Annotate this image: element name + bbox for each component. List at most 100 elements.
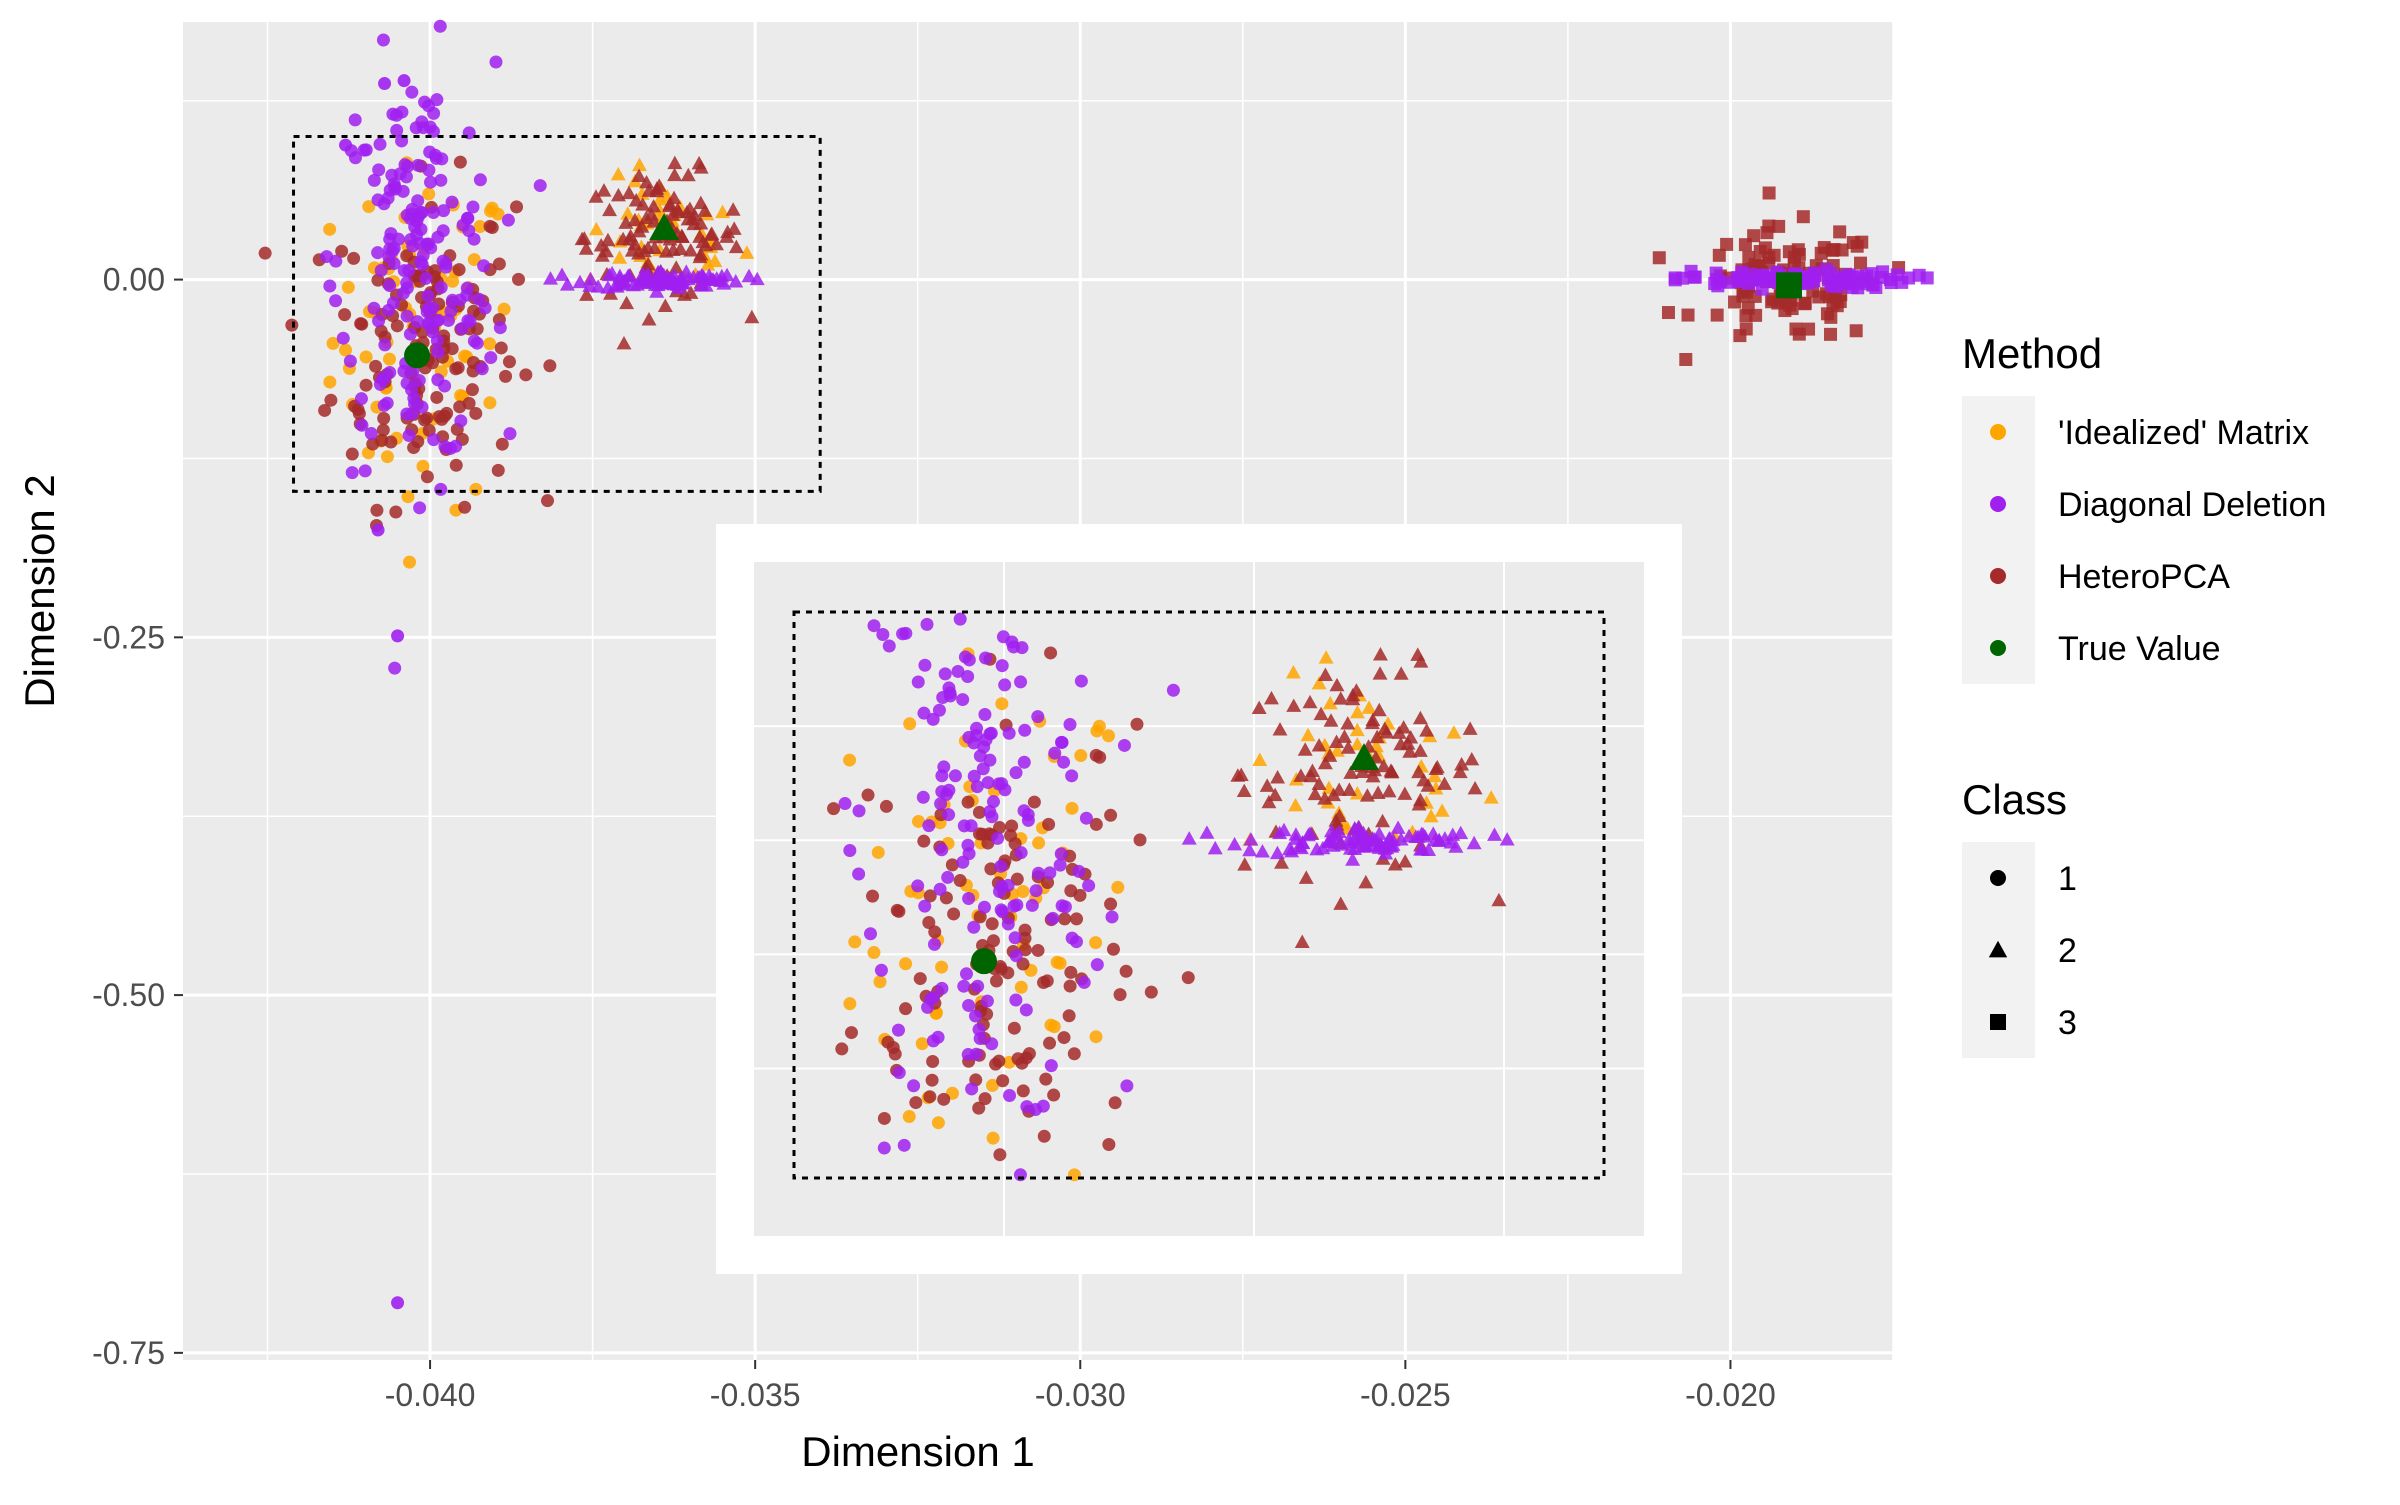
data-point <box>621 185 637 200</box>
data-point <box>329 254 343 268</box>
inset-data-point <box>1113 988 1127 1002</box>
inset-data-point <box>972 805 986 819</box>
data-point <box>469 406 483 420</box>
inset-data-point <box>1009 993 1023 1007</box>
inset-data-point <box>1411 797 1427 811</box>
data-point <box>649 284 665 298</box>
inset-data-point <box>1393 831 1409 846</box>
inset-data-point <box>1039 1072 1053 1086</box>
data-point <box>323 222 337 236</box>
inset-data-point <box>1370 785 1386 799</box>
inset-data-point <box>1089 748 1103 762</box>
inset-data-point <box>1487 827 1502 841</box>
inset-data-point <box>1077 975 1091 989</box>
data-point <box>323 375 337 389</box>
data-point <box>434 280 448 294</box>
data-point <box>351 403 365 417</box>
data-point <box>454 414 468 428</box>
data-point <box>420 470 434 484</box>
data-point <box>354 392 368 406</box>
outlier-point <box>339 138 353 152</box>
data-point <box>422 187 436 201</box>
data-point <box>438 440 452 454</box>
data-point <box>503 427 517 441</box>
data-point <box>405 202 419 216</box>
inset-data-point <box>1382 831 1398 845</box>
data-point <box>336 331 350 345</box>
inset-data-point <box>983 727 997 741</box>
inset-data-point <box>1044 646 1058 660</box>
inset-data-point <box>935 981 949 995</box>
inset-data-point <box>1340 716 1356 730</box>
inset-data-point <box>1259 778 1275 792</box>
data-point <box>369 359 383 373</box>
inset-data-point <box>1376 758 1392 773</box>
inset-data-point <box>1199 825 1215 839</box>
data-point <box>415 400 429 414</box>
inset-data-point <box>915 1037 929 1051</box>
inset-data-point <box>1166 683 1180 697</box>
data-point <box>372 314 386 328</box>
data-point <box>1796 210 1810 224</box>
inset-data-point <box>838 797 852 811</box>
inset-data-point <box>899 1002 913 1016</box>
inset-data-point <box>1359 788 1375 802</box>
data-point <box>1822 290 1836 304</box>
inset-data-point <box>913 972 927 986</box>
inset-data-point <box>1375 813 1391 828</box>
data-point <box>728 239 744 254</box>
inset-data-point <box>909 1096 923 1110</box>
data-point <box>458 500 472 514</box>
data-point <box>427 106 441 120</box>
x-tick-label: -0.040 <box>385 1377 476 1413</box>
inset-data-point <box>1379 840 1395 854</box>
data-point <box>449 362 463 376</box>
inset-data-point <box>926 1055 940 1069</box>
inset-data-point <box>852 867 866 881</box>
inset-data-point <box>1317 667 1333 681</box>
data-point <box>662 196 678 211</box>
inset-data-point <box>1323 713 1339 727</box>
data-point <box>416 459 430 473</box>
inset-data-point <box>1046 911 1060 925</box>
inset-data-point <box>993 1148 1007 1162</box>
data-point <box>359 378 373 392</box>
inset-data-point <box>1377 721 1393 735</box>
inset-zoom-outline <box>792 610 1606 1180</box>
data-point <box>1767 248 1781 262</box>
inset-data-point <box>1323 823 1339 838</box>
data-point <box>588 189 604 203</box>
data-point <box>619 295 635 310</box>
data-point <box>1866 277 1880 291</box>
inset-data-point <box>972 1023 986 1037</box>
inset-data-point <box>986 795 1000 809</box>
inset-data-point <box>965 1082 979 1096</box>
data-point <box>258 246 272 260</box>
data-point <box>437 204 451 218</box>
inset-data-point <box>1074 749 1088 763</box>
inset-data-point <box>993 960 1007 974</box>
data-point <box>631 168 647 182</box>
data-point <box>491 463 505 477</box>
inset-data-point <box>867 946 881 960</box>
inset-data-point <box>1117 738 1131 752</box>
data-point <box>1783 298 1797 312</box>
data-point <box>697 203 713 217</box>
legend-title-class: Class <box>1962 776 2067 823</box>
data-point <box>318 403 332 417</box>
true-value-point <box>404 342 431 369</box>
data-point <box>339 343 353 357</box>
inset-data-point <box>991 831 1005 845</box>
data-point <box>384 435 398 449</box>
inset-data-point <box>931 1116 945 1130</box>
inset-data-point <box>1022 1047 1036 1061</box>
inset-data-point <box>1009 949 1023 963</box>
true-value-point <box>1775 272 1802 299</box>
inset-data-point <box>1412 710 1428 725</box>
inset-data-point <box>1047 1088 1061 1102</box>
inset-data-point <box>1454 756 1470 771</box>
data-point <box>373 377 387 391</box>
inset-data-point <box>1288 797 1304 812</box>
inset-data-point <box>1412 743 1428 757</box>
inset-data-point <box>1349 722 1365 737</box>
